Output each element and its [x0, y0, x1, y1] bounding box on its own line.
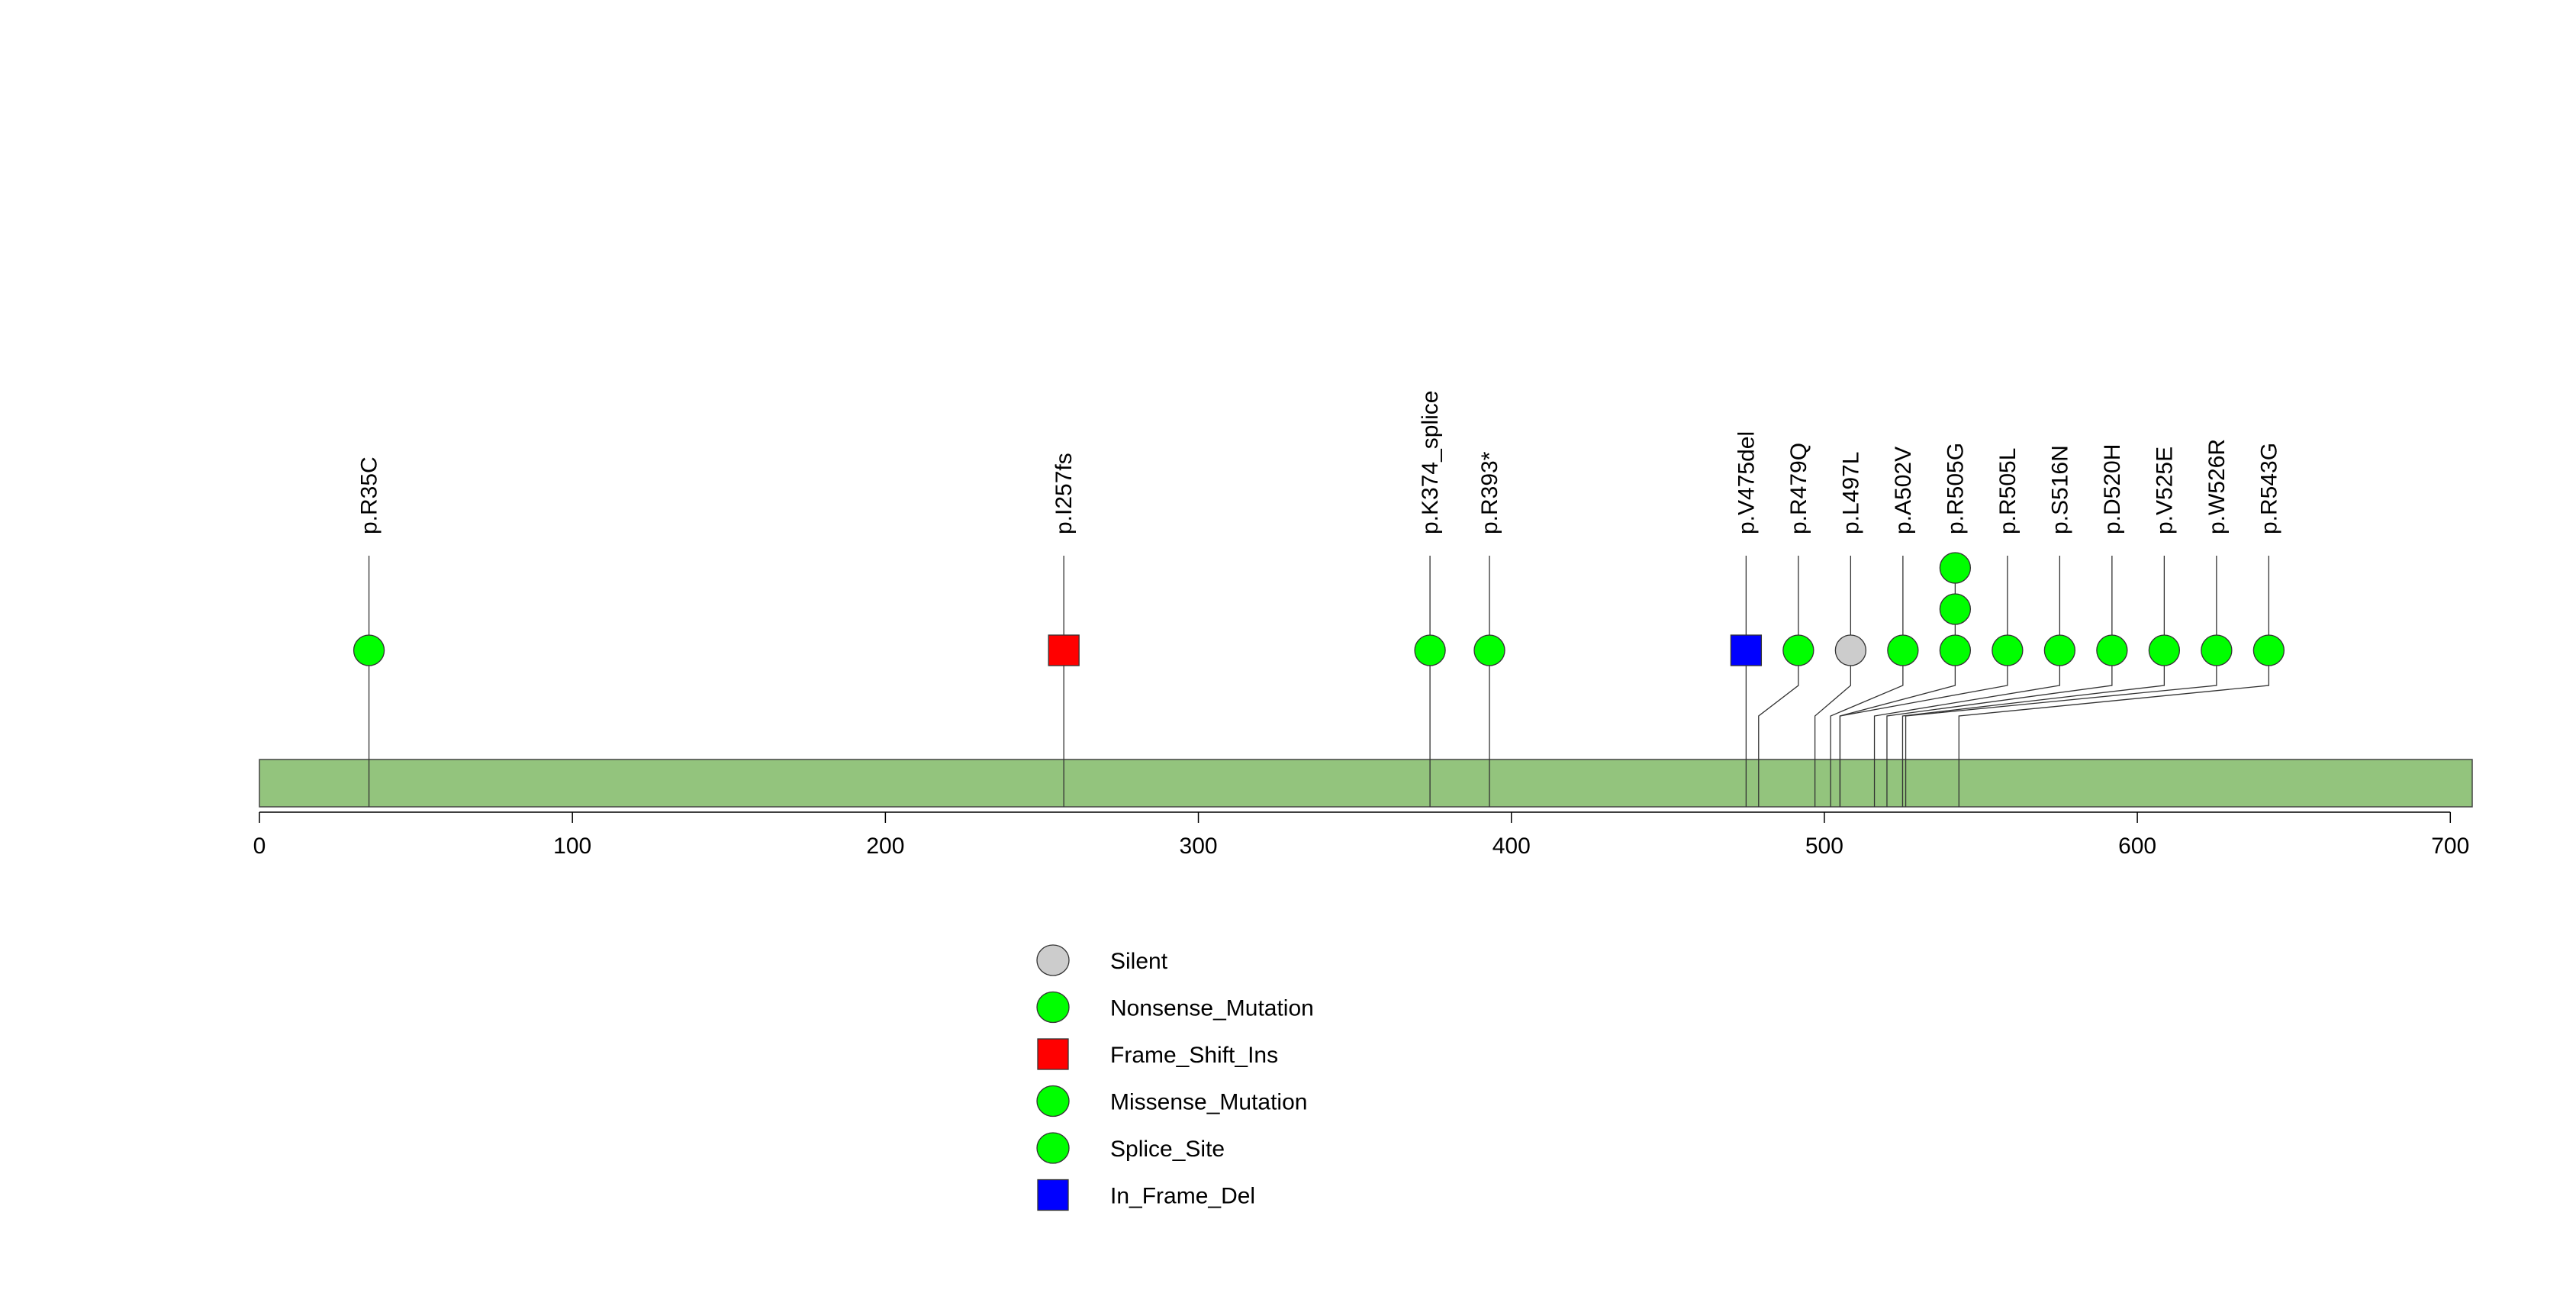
x-tick-label: 0 [253, 834, 266, 859]
mutation-marker [1939, 634, 1972, 666]
legend-label: Frame_Shift_Ins [1110, 1043, 1278, 1068]
x-tick-label: 200 [866, 834, 904, 859]
legend-label: Missense_Mutation [1110, 1090, 1307, 1115]
x-tick-label: 300 [1180, 834, 1218, 859]
legend-swatch [1037, 1038, 1069, 1070]
label-layer: p.R35C p.I257fs p.K374_splice p.R393* p.V475… [357, 391, 2282, 534]
mutation-label: p.I257fs [1051, 453, 1077, 534]
marker-layer [353, 552, 2285, 666]
mutation-label: p.K374_splice [1418, 391, 1443, 534]
mutation-connector [1958, 556, 2270, 807]
legend-label: In_Frame_Del [1110, 1184, 1255, 1209]
legend-swatch [1036, 1085, 1070, 1117]
legend-swatch [1037, 1179, 1069, 1211]
mutation-label: p.D520H [2100, 444, 2125, 534]
mutation-marker [1782, 634, 1814, 666]
mutation-connector [1830, 556, 1904, 807]
legend-label: Splice_Site [1110, 1137, 1225, 1162]
legend-swatch [1036, 991, 1070, 1024]
mutation-connector [1886, 556, 2113, 807]
mutation-marker [1834, 634, 1867, 666]
x-axis: 0 100 200 300 400 500 600 700 [253, 811, 2469, 859]
x-tick-label: 600 [2118, 834, 2156, 859]
legend-swatch [1036, 944, 1070, 976]
mutation-marker [1730, 634, 1763, 666]
mutation-marker [1992, 634, 2024, 666]
mutation-marker [1473, 634, 1505, 666]
mutation-label: p.R505L [1995, 448, 2021, 534]
mutation-label: p.R479Q [1786, 443, 1811, 534]
mutation-connector [1814, 556, 1852, 807]
x-tick-label: 500 [1805, 834, 1843, 859]
mutation-connector [1905, 556, 2217, 807]
mutation-label: p.R543G [2256, 443, 2281, 534]
connector-layer [368, 556, 2270, 807]
mutation-connector [1839, 556, 2008, 807]
mutation-label: p.L497L [1838, 452, 1863, 534]
x-tick-label: 100 [553, 834, 591, 859]
mutation-marker [2252, 634, 2285, 666]
mutation-label: p.R35C [357, 456, 382, 534]
mutation-marker [1414, 634, 1446, 666]
mutation-label: p.V475del [1734, 431, 1759, 534]
mutation-connector [1901, 556, 2165, 807]
mutation-marker [1048, 634, 1080, 666]
mutation-marker [1939, 552, 1972, 584]
mutation-label: p.S516N [2047, 445, 2072, 534]
x-tick-label: 700 [2431, 834, 2469, 859]
mutation-label: p.A502V [1891, 447, 1916, 534]
mutation-connector [1873, 556, 2061, 807]
mutation-label: p.R505G [1943, 443, 1968, 534]
mutation-marker [2201, 634, 2233, 666]
mutation-label: p.R393* [1477, 451, 1502, 534]
mutation-connector [1758, 556, 1799, 807]
legend: Silent Nonsense_Mutation Frame_Shift_Ins Mi… [1036, 944, 1314, 1211]
mutation-marker [2096, 634, 2128, 666]
x-tick-label: 400 [1492, 834, 1531, 859]
mutation-marker [2148, 634, 2181, 666]
mutation-marker [1887, 634, 1919, 666]
mutation-label: p.V525E [2152, 447, 2177, 534]
protein-bar [259, 759, 2473, 808]
mutation-marker [353, 634, 385, 666]
legend-label: Silent [1110, 949, 1168, 974]
legend-swatch [1036, 1132, 1070, 1164]
protein-layer [259, 759, 2473, 808]
mutation-marker [2043, 634, 2076, 666]
mutation-label: p.W526R [2204, 439, 2230, 534]
legend-label: Nonsense_Mutation [1110, 996, 1314, 1021]
mutation-marker [1939, 593, 1972, 625]
